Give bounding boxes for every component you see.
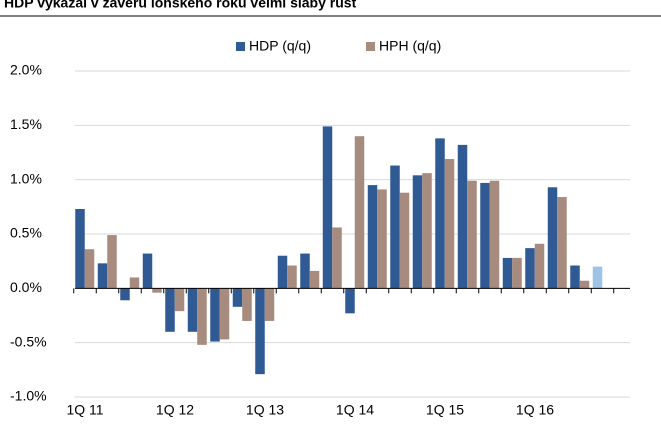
- bar: [210, 288, 220, 342]
- bar: [332, 227, 342, 289]
- bar: [84, 249, 95, 289]
- bar: [264, 288, 275, 321]
- y-tick-label: 1.0%: [10, 170, 42, 186]
- x-tick-label: 1Q 13: [246, 402, 284, 418]
- bar: [322, 126, 333, 289]
- bar: [480, 182, 490, 289]
- bar: [309, 270, 320, 289]
- bar: [129, 277, 140, 289]
- y-tick-label: -0.5%: [10, 333, 47, 349]
- y-tick-label: 0.5%: [10, 225, 42, 241]
- bar: [197, 288, 207, 345]
- bar: [187, 288, 198, 332]
- bar: [534, 243, 545, 289]
- x-tick-label: 1Q 14: [336, 402, 374, 418]
- bar: [592, 266, 603, 289]
- bar: [502, 257, 513, 289]
- bar: [354, 136, 365, 289]
- bar: [277, 255, 288, 289]
- legend-label: HPH (q/q): [379, 38, 441, 54]
- bar: [367, 185, 378, 289]
- bar: [300, 253, 310, 289]
- legend-label: HDP (q/q): [249, 38, 311, 54]
- bar: [242, 288, 252, 321]
- x-tick-label: 1Q 12: [156, 402, 194, 418]
- bar: [457, 144, 468, 289]
- bar: [219, 288, 230, 340]
- bar: [399, 192, 410, 289]
- bar: [444, 159, 455, 289]
- bar: [525, 248, 535, 289]
- bar: [489, 180, 500, 289]
- bar: [255, 288, 265, 375]
- x-tick-label: 1Q 11: [66, 402, 103, 418]
- bar: [152, 288, 162, 293]
- legend-swatch: [236, 42, 245, 51]
- bar: [97, 263, 108, 289]
- bar: [422, 173, 432, 289]
- bar: [75, 209, 85, 289]
- bar: [287, 265, 297, 289]
- bar: [377, 189, 387, 289]
- bar: [107, 235, 117, 289]
- bar: [467, 180, 477, 289]
- bar: [120, 288, 130, 301]
- y-tick-label: 1.5%: [10, 116, 42, 132]
- bar: [435, 138, 445, 289]
- bar: [547, 187, 558, 289]
- x-tick-label: 1Q 16: [516, 402, 554, 418]
- bar: [232, 288, 243, 307]
- chart-title: HDP vykázal v závěru loňského roku velmi…: [4, 0, 357, 11]
- x-tick-label: 1Q 15: [426, 402, 464, 418]
- bar: [390, 165, 400, 289]
- legend-swatch: [366, 42, 375, 51]
- bar: [174, 288, 185, 312]
- bar: [142, 253, 153, 289]
- bar: [570, 265, 580, 289]
- bar: [165, 288, 175, 332]
- y-tick-label: 2.0%: [10, 62, 42, 78]
- bar: [412, 175, 423, 289]
- bar: [512, 257, 522, 289]
- y-tick-label: -1.0%: [10, 388, 47, 404]
- bar: [557, 197, 567, 289]
- y-tick-label: 0.0%: [10, 279, 42, 295]
- bar: [345, 288, 355, 314]
- bar: [579, 280, 590, 289]
